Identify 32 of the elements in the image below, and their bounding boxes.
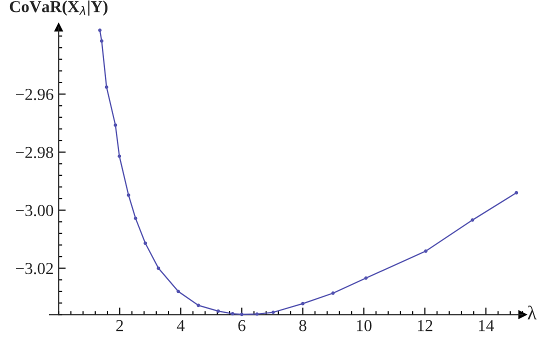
x-tick-label: 2 xyxy=(116,320,123,332)
x-tick-label: 14 xyxy=(479,320,494,332)
point xyxy=(301,302,305,306)
point xyxy=(240,312,244,316)
x-tick-label: 8 xyxy=(299,320,306,332)
point xyxy=(514,191,518,194)
point xyxy=(364,276,368,280)
y-tick-label: −3.00 xyxy=(16,204,54,216)
y-tick-label: −2.96 xyxy=(16,88,54,100)
point xyxy=(114,123,118,127)
point xyxy=(156,266,160,270)
point xyxy=(100,39,104,43)
point xyxy=(424,249,428,253)
point xyxy=(126,193,130,197)
x-tick-label: 6 xyxy=(238,320,246,332)
x-tick-label: 12 xyxy=(418,320,432,332)
y-tick-label: −3.02 xyxy=(16,262,53,274)
point xyxy=(98,28,102,32)
y-tick-label: −2.98 xyxy=(16,146,54,158)
x-axis-title: λ xyxy=(528,306,537,320)
x-tick-label: 10 xyxy=(356,320,372,332)
point xyxy=(144,242,148,245)
x-tick-label: 4 xyxy=(176,320,185,332)
point xyxy=(118,154,122,158)
point xyxy=(104,85,108,89)
point xyxy=(196,304,200,308)
y-axis-title: CoVaR(X$_{λ}$|Y) xyxy=(10,0,108,16)
point xyxy=(331,291,335,295)
point xyxy=(230,312,234,316)
point xyxy=(134,216,138,220)
point xyxy=(271,310,275,314)
point xyxy=(176,290,180,294)
